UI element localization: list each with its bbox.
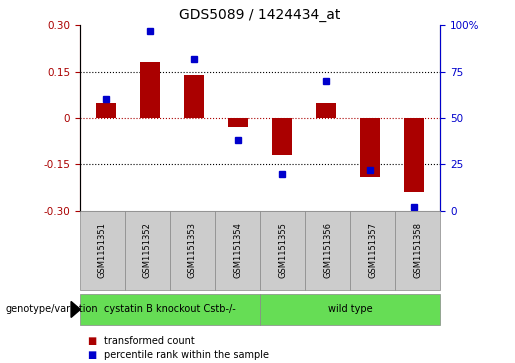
- Bar: [316, 102, 336, 118]
- Bar: [228, 118, 248, 127]
- Text: GSM1151355: GSM1151355: [278, 223, 287, 278]
- Text: transformed count: transformed count: [104, 336, 195, 346]
- Bar: [184, 75, 204, 118]
- Text: ■: ■: [88, 350, 97, 360]
- Text: percentile rank within the sample: percentile rank within the sample: [104, 350, 269, 360]
- Bar: [96, 102, 116, 118]
- Bar: [404, 118, 424, 192]
- Bar: [272, 118, 292, 155]
- Text: cystatin B knockout Cstb-/-: cystatin B knockout Cstb-/-: [104, 305, 236, 314]
- Polygon shape: [71, 301, 80, 317]
- Text: GSM1151351: GSM1151351: [98, 223, 107, 278]
- Text: GSM1151352: GSM1151352: [143, 223, 152, 278]
- Title: GDS5089 / 1424434_at: GDS5089 / 1424434_at: [179, 8, 341, 22]
- Text: ■: ■: [88, 336, 97, 346]
- Text: GSM1151354: GSM1151354: [233, 223, 242, 278]
- Text: genotype/variation: genotype/variation: [5, 305, 98, 314]
- Bar: [360, 118, 380, 177]
- Text: wild type: wild type: [328, 305, 372, 314]
- Text: GSM1151358: GSM1151358: [414, 223, 422, 278]
- Bar: [140, 62, 160, 118]
- Text: GSM1151353: GSM1151353: [188, 223, 197, 278]
- Text: GSM1151356: GSM1151356: [323, 223, 332, 278]
- Text: GSM1151357: GSM1151357: [368, 223, 377, 278]
